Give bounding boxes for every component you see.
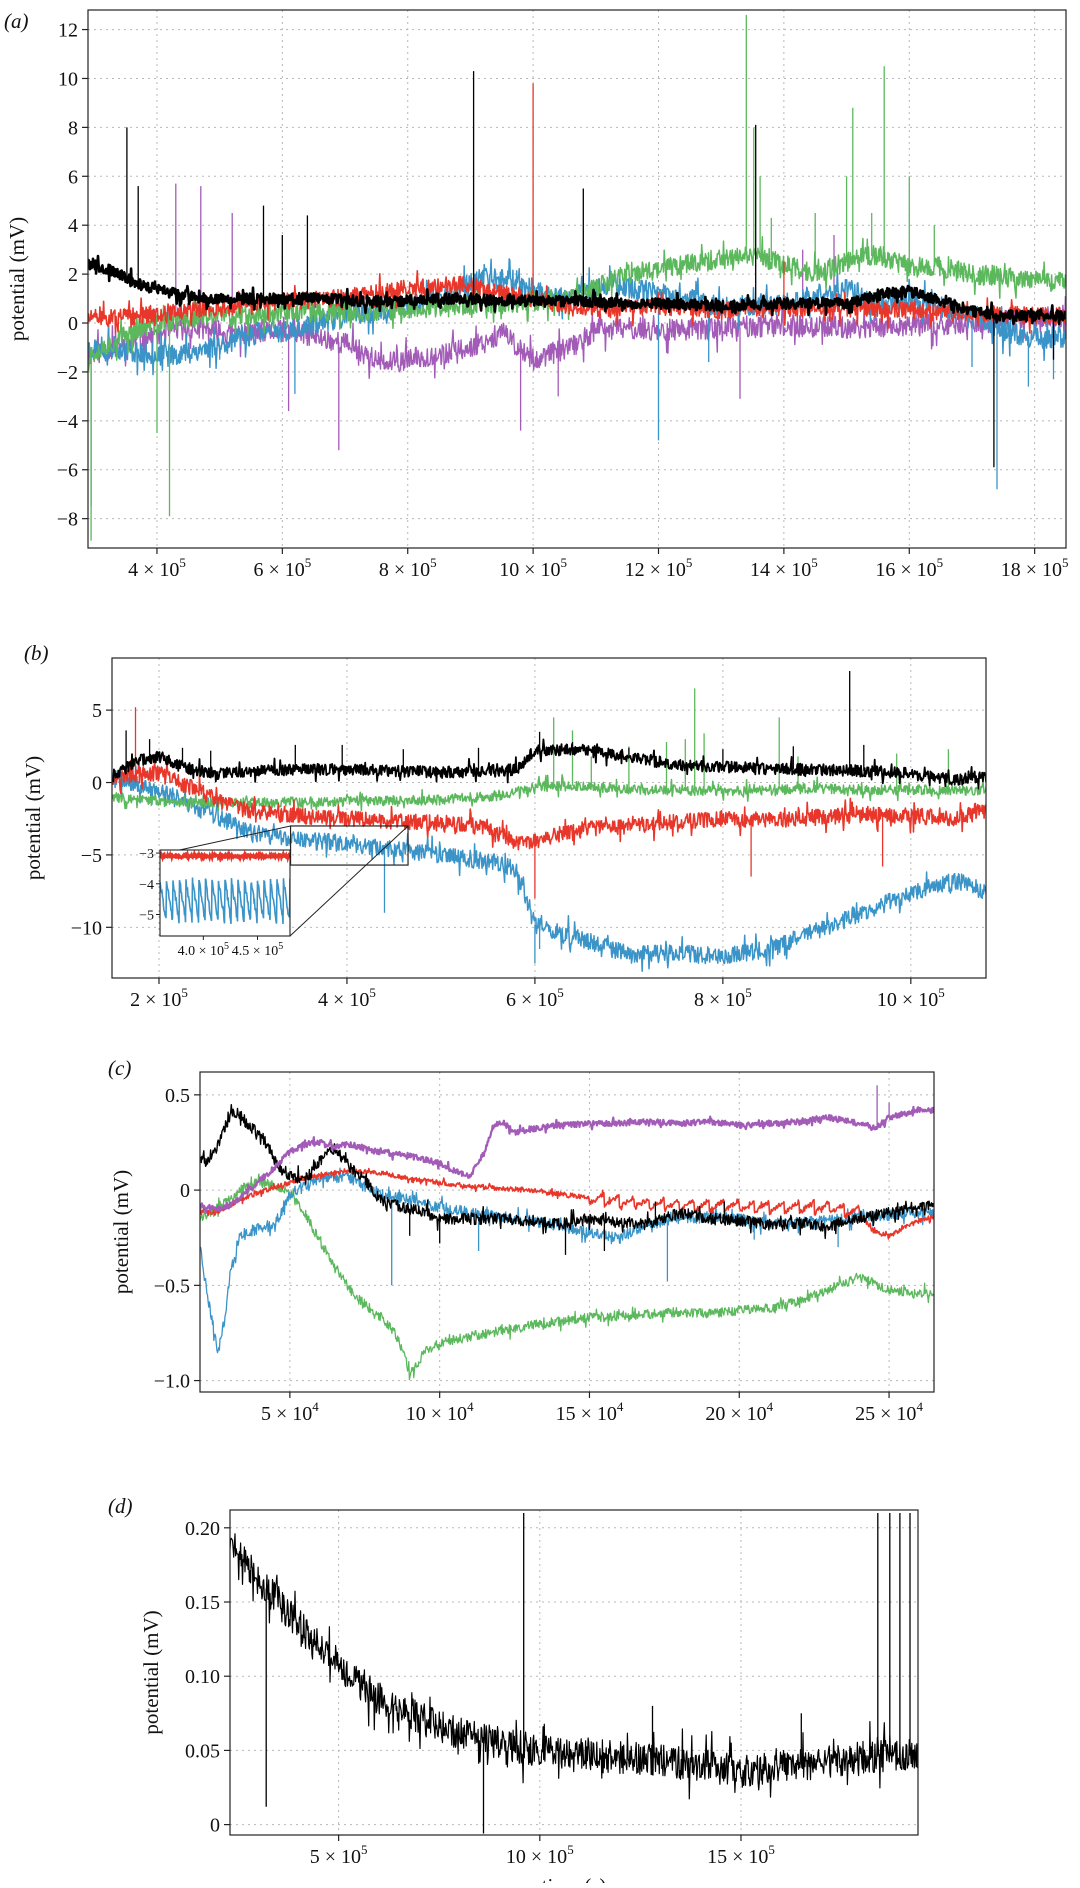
x-tick-label: 4 × 105 (318, 985, 376, 1011)
inset-y-tick-label: −4 (139, 878, 154, 893)
y-tick-label: 6 (68, 166, 78, 188)
plot-frame (87, 9, 1067, 549)
panel-label: (c) (108, 1056, 131, 1080)
series-line-blue (112, 765, 986, 972)
x-tick-label: 2 × 105 (130, 985, 188, 1011)
x-tick-label: 15 × 104 (556, 1399, 624, 1425)
y-tick-label: 0.15 (185, 1592, 220, 1614)
x-tick-label: 10 × 105 (506, 1842, 574, 1868)
inset-frame (159, 849, 291, 937)
series-line-red (200, 1167, 934, 1240)
y-tick-label: 0.10 (185, 1666, 220, 1688)
y-tick-label: 0 (180, 1180, 190, 1202)
zoom-box (289, 825, 409, 866)
x-tick-label: 5 × 105 (310, 1842, 368, 1868)
plot-frame (199, 1071, 935, 1393)
y-tick-label: −0.5 (154, 1275, 190, 1297)
panel-c: (c) −1.0 −0.5 0 0.5 5 × 104 10 × 104 15 × 104 20… (108, 1056, 935, 1425)
inset-x-tick-label: 4.0 × 105 (178, 941, 229, 959)
series-line-black (200, 1103, 934, 1240)
x-tick-label: 12 × 105 (625, 555, 693, 581)
series-line-purple (200, 1105, 934, 1214)
panel-a: (a) −8 −6 −4 −2 0 2 4 6 8 10 12 4 × 105 6 × 105 8 × 10… (4, 9, 1069, 581)
panel-b: (b) −10 −5 0 5 2 × 105 4 × 105 6 × 105 8 × 105 10… (21, 641, 987, 1011)
x-tick-label: 20 × 104 (705, 1399, 773, 1425)
x-tick-label: 8 × 105 (379, 555, 437, 581)
x-tick-label: 15 × 105 (707, 1842, 775, 1868)
y-tick-label: 0.05 (185, 1740, 220, 1762)
plot-frame (229, 1509, 919, 1836)
y-tick-label: 0.5 (165, 1085, 190, 1107)
y-tick-label: 0.20 (185, 1518, 220, 1540)
y-tick-label: −2 (57, 362, 78, 384)
x-tick-label: 10 × 105 (499, 555, 567, 581)
inset-zoom: −3 −4 −5 4.0 × 105 4.5 × 105 (139, 825, 409, 959)
x-tick-label: 18 × 105 (1001, 555, 1069, 581)
panel-label: (d) (108, 1494, 133, 1518)
x-tick-label: 6 × 105 (506, 985, 564, 1011)
inset-x-tick-label: 4.5 × 105 (232, 941, 283, 959)
series-line-green (200, 1173, 934, 1381)
y-tick-label: 10 (58, 68, 78, 90)
y-axis-title: potential (mV) (5, 217, 29, 341)
x-tick-label: 10 × 104 (406, 1399, 474, 1425)
series-line-black (88, 254, 1066, 326)
y-tick-label: 0 (68, 313, 78, 335)
plot-frame (111, 657, 987, 979)
y-tick-label: 0 (210, 1815, 220, 1837)
y-tick-label: −4 (57, 411, 78, 433)
series-line-green (112, 774, 986, 812)
y-tick-label: 0 (92, 773, 102, 795)
y-axis-title: potential (mV) (109, 1170, 133, 1294)
series-line-black (230, 1533, 918, 1800)
y-tick-label: 4 (68, 215, 78, 237)
zoom-connector (289, 825, 409, 937)
y-tick-label: −8 (57, 509, 78, 531)
panel-label: (b) (24, 641, 49, 665)
y-tick-label: −1.0 (154, 1371, 190, 1393)
x-tick-label: 16 × 105 (875, 555, 943, 581)
panel-d: (d) 0 0.05 0.10 0.15 0.20 5 × 105 10 × 105 15 × … (108, 1494, 919, 1888)
y-tick-label: −6 (57, 460, 78, 482)
series-line-red (88, 269, 1066, 334)
y-tick-label: 8 (68, 117, 78, 139)
x-tick-label: 5 × 104 (261, 1399, 319, 1425)
inset-series-red (160, 850, 290, 864)
x-tick-label: 10 × 105 (877, 985, 945, 1011)
y-tick-label: 2 (68, 264, 78, 286)
series-line-black (112, 738, 986, 790)
inset-y-tick-label: −5 (139, 909, 154, 924)
y-tick-label: 5 (92, 700, 102, 722)
y-axis-title: potential (mV) (139, 1610, 163, 1734)
inset-series-blue (160, 877, 290, 925)
x-tick-label: 4 × 105 (128, 555, 186, 581)
y-axis-title: potential (mV) (21, 756, 45, 880)
x-tick-label: 14 × 105 (750, 555, 818, 581)
x-tick-label: 6 × 105 (253, 555, 311, 581)
y-tick-label: −5 (81, 845, 102, 867)
panel-label: (a) (4, 9, 29, 33)
zoom-connector (179, 825, 291, 851)
y-tick-label: 12 (58, 20, 78, 42)
inset-y-tick-label: −3 (139, 847, 154, 862)
series-line-red (112, 758, 986, 851)
x-tick-label: 25 × 104 (855, 1399, 923, 1425)
x-axis-title: time (s) (542, 1874, 607, 1883)
x-tick-label: 8 × 105 (694, 985, 752, 1011)
series-line-green (88, 236, 1066, 371)
y-tick-label: −10 (71, 917, 102, 939)
